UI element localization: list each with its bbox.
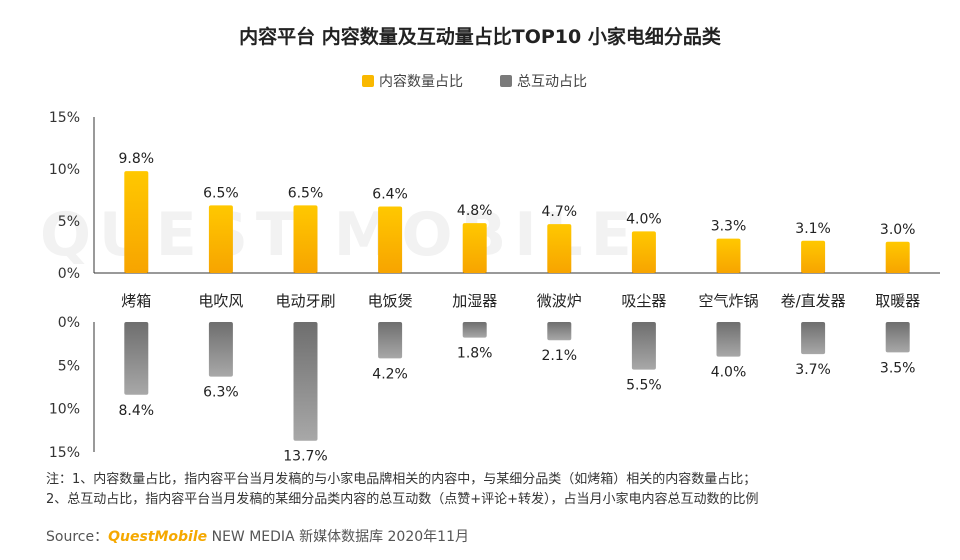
source-prefix: Source： — [46, 529, 109, 545]
interaction-bar — [462, 322, 487, 338]
bar-chart: 15% 10% 5% 0% 0% 5% 10% 15% 9.8% 烤箱 8.4% 6.5% 电吹风 6.3… — [49, 110, 940, 465]
category-label: 烤箱 — [121, 292, 151, 310]
content-value-label: 3.0% — [880, 222, 916, 238]
interaction-bar — [885, 322, 910, 353]
interaction-value-label: 4.0% — [711, 365, 747, 381]
bottom-y-tick-label: 0% — [58, 315, 80, 331]
legend-item-content: 内容数量占比 — [362, 70, 463, 92]
content-value-label: 6.4% — [372, 186, 408, 202]
source-line: Source：QuestMobile NEW MEDIA 新媒体数据库 2020… — [46, 526, 469, 546]
category-label: 卷/直发器 — [781, 292, 846, 310]
legend-label-interaction: 总互动占比 — [517, 74, 587, 90]
legend-item-interaction: 总互动占比 — [500, 70, 587, 92]
category-label: 吸尘器 — [621, 292, 666, 310]
source-brand: QuestMobile — [108, 529, 208, 545]
interaction-value-label: 6.3% — [203, 385, 239, 401]
legend-swatch-content — [362, 75, 374, 87]
content-bar — [631, 231, 656, 273]
content-bar — [293, 205, 318, 273]
top-y-tick-label: 10% — [49, 162, 80, 178]
interaction-bar — [801, 322, 826, 355]
footnote-1: 注：1、内容数量占比，指内容平台当月发稿的与小家电品牌相关的内容中，与某细分品类… — [46, 472, 757, 487]
category-label: 电动牙刷 — [275, 292, 335, 310]
content-bar — [462, 223, 487, 273]
interaction-value-label: 8.4% — [119, 403, 155, 419]
bottom-y-tick-label: 10% — [49, 402, 80, 418]
content-bar — [716, 238, 741, 273]
interaction-bar — [716, 322, 741, 357]
category-label: 取暖器 — [875, 292, 920, 310]
top-y-tick-label: 15% — [49, 110, 80, 126]
content-bar — [885, 241, 910, 273]
interaction-value-label: 3.7% — [795, 362, 831, 378]
interaction-bar — [631, 322, 656, 370]
interaction-bar — [547, 322, 572, 341]
chart-title: 内容平台 内容数量及互动量占比TOP10 小家电细分品类 — [239, 26, 721, 48]
interaction-value-label: 3.5% — [880, 360, 916, 376]
category-label: 电吹风 — [198, 292, 243, 310]
legend-label-content: 内容数量占比 — [379, 74, 463, 90]
content-value-label: 3.3% — [711, 219, 747, 235]
interaction-value-label: 13.7% — [283, 449, 327, 465]
bottom-y-tick-label: 15% — [49, 445, 80, 461]
top-y-tick-label: 5% — [58, 214, 80, 230]
category-label: 微波炉 — [537, 292, 582, 310]
interaction-value-label: 4.2% — [372, 366, 408, 382]
content-bar — [378, 206, 403, 273]
category-label: 空气炸锅 — [698, 292, 758, 310]
content-value-label: 3.1% — [795, 221, 831, 237]
interaction-value-label: 5.5% — [626, 378, 662, 394]
content-value-label: 6.5% — [203, 185, 239, 201]
bottom-y-tick-label: 5% — [58, 358, 80, 374]
interaction-value-label: 1.8% — [457, 346, 493, 362]
interaction-value-label: 2.1% — [542, 348, 578, 364]
footnotes: 注：1、内容数量占比，指内容平台当月发稿的与小家电品牌相关的内容中，与某细分品类… — [46, 470, 759, 510]
content-value-label: 4.7% — [542, 204, 578, 220]
content-value-label: 4.8% — [457, 203, 493, 219]
content-bar — [124, 171, 149, 273]
interaction-bar — [378, 322, 403, 359]
source-rest: NEW MEDIA 新媒体数据库 2020年11月 — [207, 529, 469, 545]
content-value-label: 9.8% — [119, 151, 155, 167]
category-label: 电饭煲 — [368, 292, 413, 310]
interaction-bar — [208, 322, 233, 377]
footnote-2: 2、总互动占比，指内容平台当月发稿的某细分品类内容的总互动数（点赞+评论+转发）… — [46, 492, 759, 507]
content-bar — [208, 205, 233, 273]
top-y-tick-label: 0% — [58, 266, 80, 282]
interaction-bar — [293, 322, 318, 441]
content-value-label: 6.5% — [288, 185, 324, 201]
legend-swatch-interaction — [500, 75, 512, 87]
legend: 内容数量占比 总互动占比 — [0, 70, 960, 92]
interaction-bar — [124, 322, 149, 395]
content-bar — [801, 240, 826, 273]
category-label: 加湿器 — [452, 292, 497, 310]
content-bar — [547, 224, 572, 273]
content-value-label: 4.0% — [626, 211, 662, 227]
